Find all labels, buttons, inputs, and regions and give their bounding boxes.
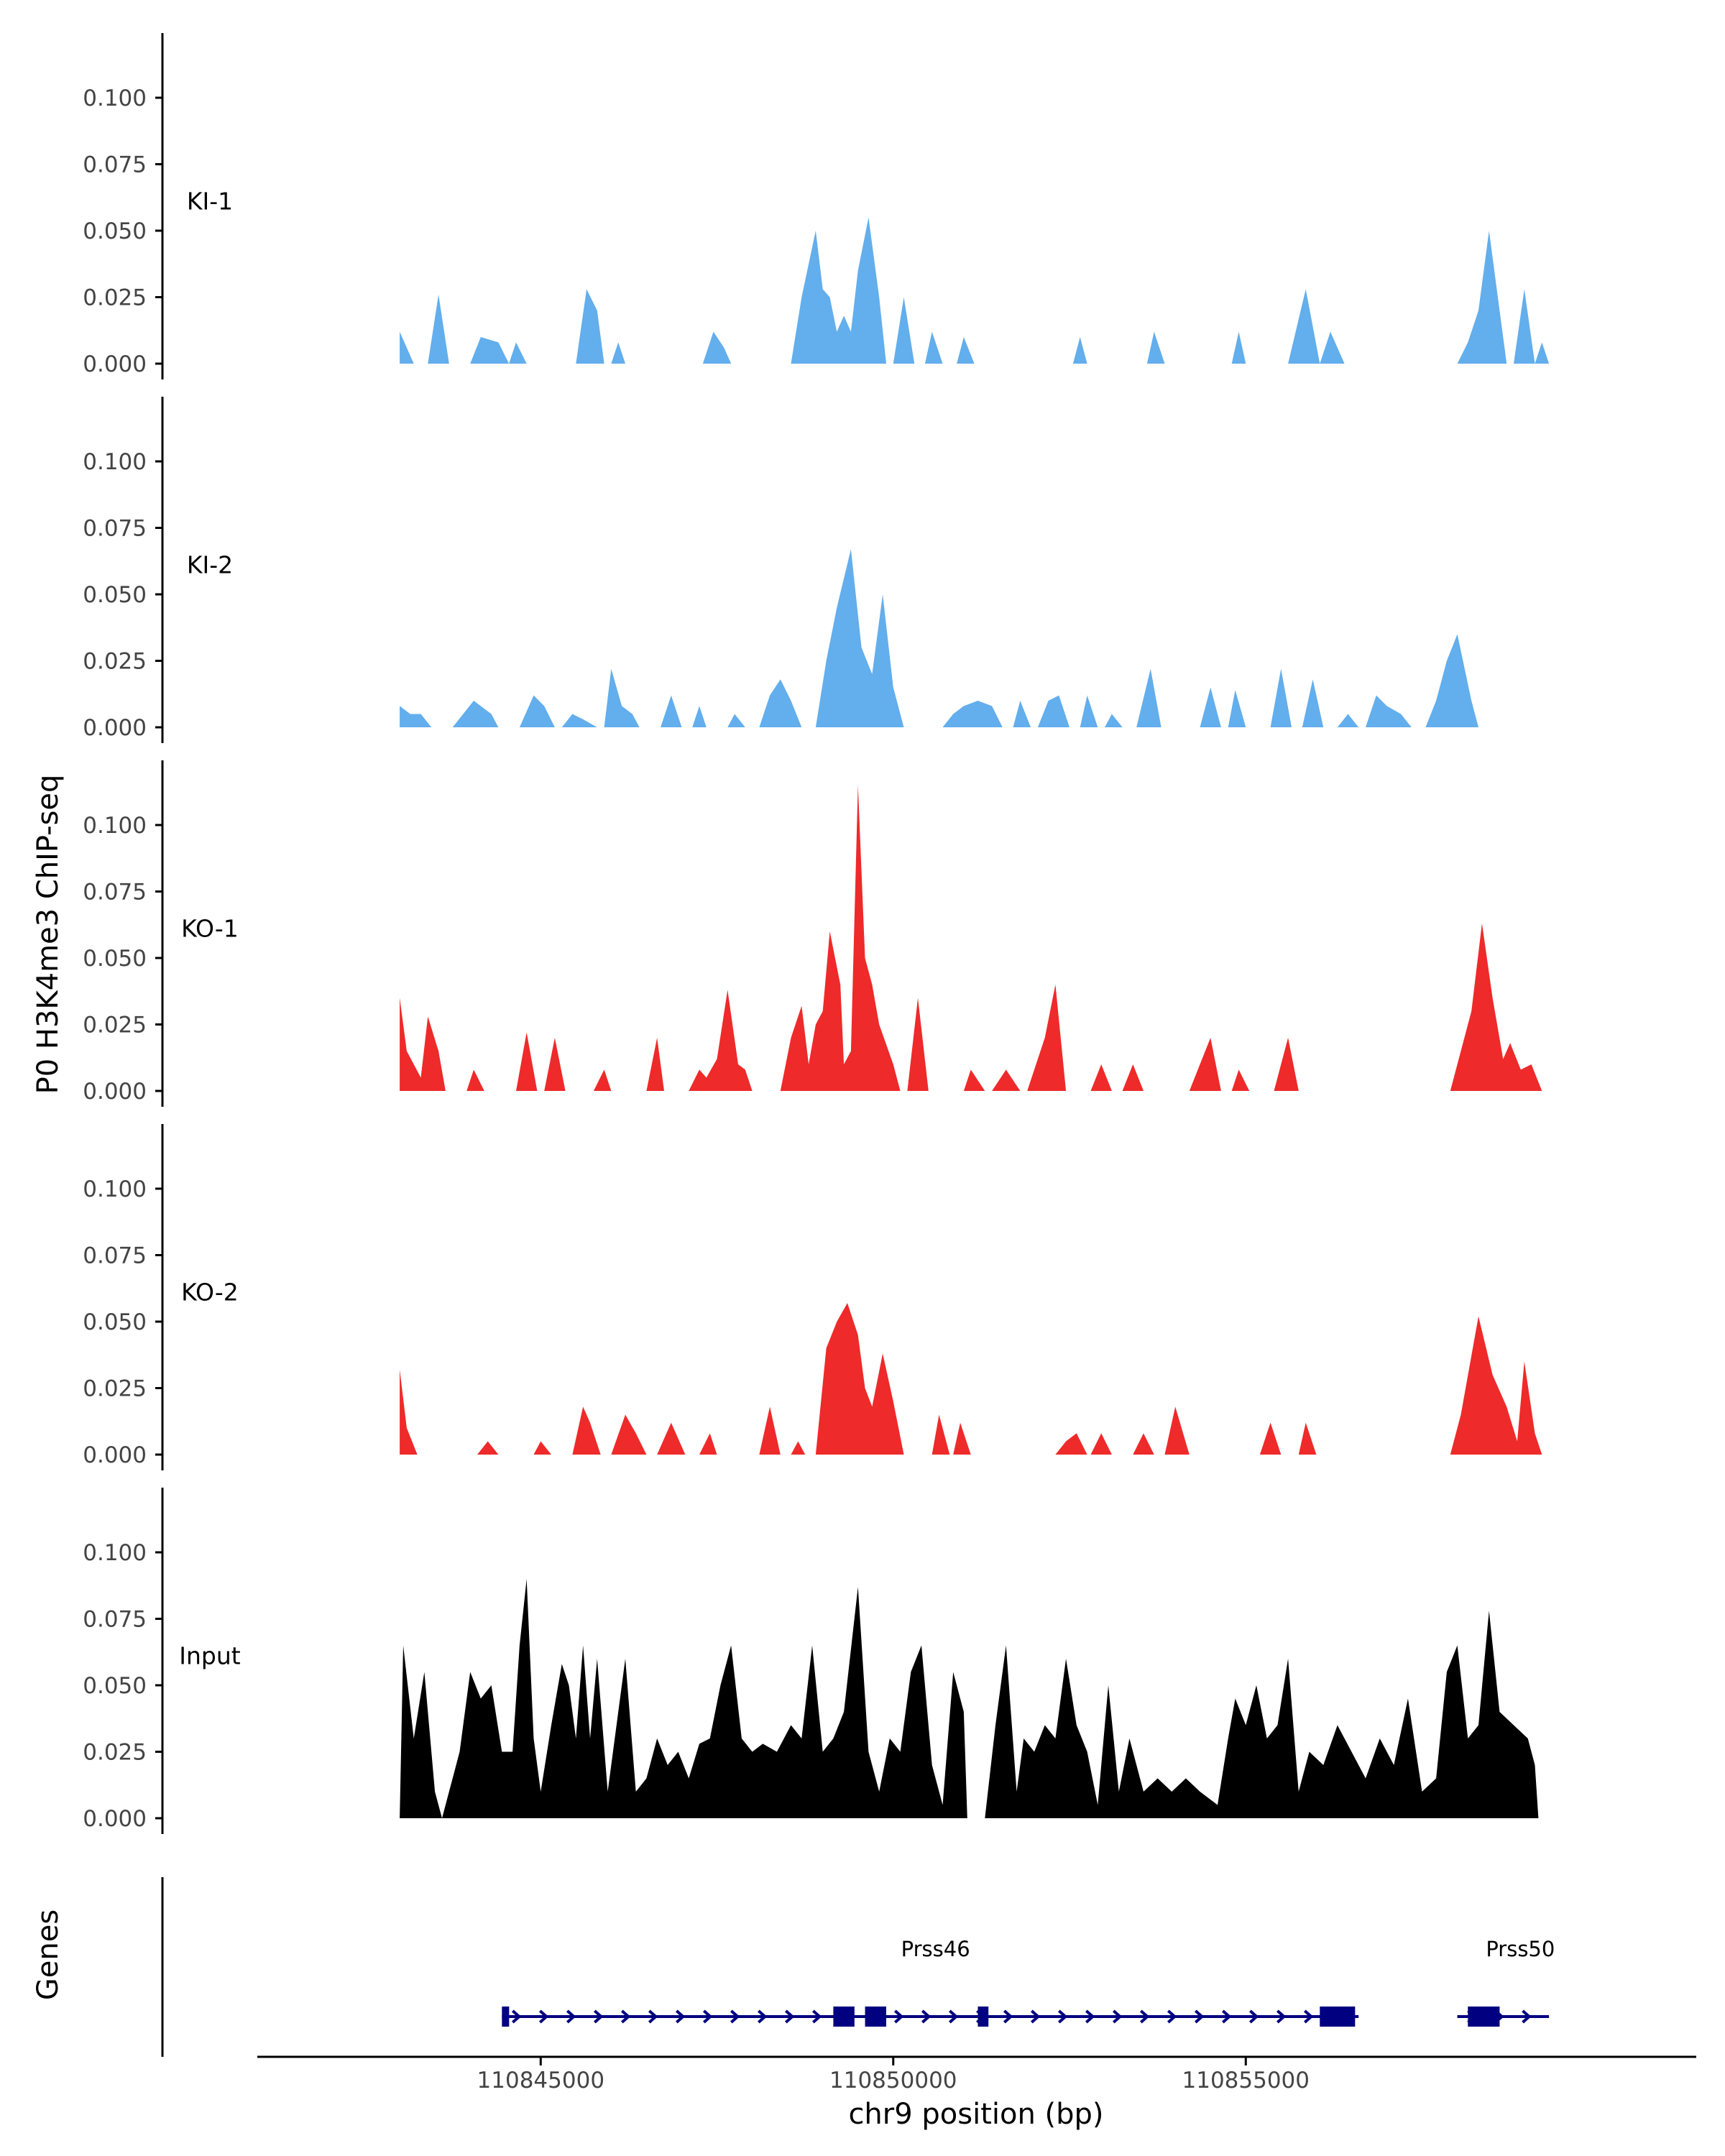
track-panel-ki-2: 0.000 0.025 0.050 0.075 0.100 KI-2 xyxy=(83,397,1478,743)
y-tick-label: 0.050 xyxy=(83,1673,147,1699)
gene-exon xyxy=(865,2007,886,2027)
gene-exon xyxy=(1320,2007,1356,2027)
coverage-tracks: 0.0000.0250.0500.0750.100KI-10.0000.0250… xyxy=(83,33,1550,1834)
strand-arrow-icon xyxy=(676,2009,686,2024)
strand-arrow-icon xyxy=(566,2009,576,2024)
y-tick-label: 0.050 xyxy=(83,1309,147,1335)
track-label: KI-1 xyxy=(187,187,233,215)
strand-arrow-icon xyxy=(703,2009,713,2024)
strand-arrow-icon xyxy=(894,2009,904,2024)
y-tick-label: 0.025 xyxy=(83,285,147,311)
gene-prss50: Prss50 xyxy=(1457,1937,1555,2027)
coverage-area-ki-1 xyxy=(400,217,1550,364)
track-label: KO-2 xyxy=(181,1278,239,1306)
y-tick-label: 0.050 xyxy=(83,582,147,608)
track-panel-ki-1: 0.000 0.025 0.050 0.075 0.100 KI-1 xyxy=(83,33,1550,379)
y-tick-label: 0.100 xyxy=(83,1176,147,1202)
strand-arrow-icon xyxy=(730,2009,740,2024)
strand-arrow-icon xyxy=(648,2009,658,2024)
x-axis: 110845000 110850000 110855000 xyxy=(257,2055,1696,2093)
strand-arrow-icon xyxy=(758,2009,768,2024)
track-panel-ko-1: 0.000 0.025 0.050 0.075 0.100 KO-1 xyxy=(83,760,1542,1107)
gene-exon xyxy=(978,2007,989,2027)
gene-label: Prss50 xyxy=(1486,1937,1555,1961)
y-tick-label: 0.025 xyxy=(83,1376,147,1402)
gene-label: Prss46 xyxy=(901,1937,970,1961)
strand-arrow-icon xyxy=(594,2009,604,2024)
y-tick-label: 0.025 xyxy=(83,649,147,675)
strand-arrow-icon xyxy=(1113,2009,1123,2024)
x-axis-title: chr9 position (bp) xyxy=(848,2098,1103,2131)
y-tick-label: 0.075 xyxy=(83,152,147,178)
y-tick-label: 0.075 xyxy=(83,516,147,542)
strand-arrow-icon xyxy=(621,2009,631,2024)
y-tick-label: 0.000 xyxy=(83,1442,147,1468)
coverage-area-input xyxy=(400,1579,1539,1818)
track-label: KO-1 xyxy=(181,914,239,942)
y-tick-label: 0.100 xyxy=(83,813,147,839)
gene-prss46: Prss46 xyxy=(502,1937,1359,2027)
strand-arrow-icon xyxy=(1140,2009,1150,2024)
y-tick-label: 0.000 xyxy=(83,351,147,377)
genes-panel-title: Genes xyxy=(32,1909,65,2000)
y-tick-label: 0.000 xyxy=(83,715,147,741)
y-tick-label: 0.075 xyxy=(83,880,147,906)
strand-arrow-icon xyxy=(1003,2009,1013,2024)
strand-arrow-icon xyxy=(1195,2009,1205,2024)
y-tick-label: 0.100 xyxy=(83,86,147,111)
track-label: KI-2 xyxy=(187,550,233,579)
x-tick-label: 110855000 xyxy=(1182,2068,1310,2093)
strand-arrow-icon xyxy=(1222,2009,1232,2024)
strand-arrow-icon xyxy=(1058,2009,1068,2024)
strand-arrow-icon xyxy=(1304,2009,1314,2024)
strand-arrow-icon xyxy=(1249,2009,1259,2024)
track-panel-input: 0.000 0.025 0.050 0.075 0.100 Input xyxy=(83,1488,1539,1834)
y-tick-label: 0.050 xyxy=(83,946,147,972)
y-tick-label: 0.025 xyxy=(83,1740,147,1766)
strand-arrow-icon xyxy=(949,2009,959,2024)
strand-arrow-icon xyxy=(785,2009,795,2024)
y-axis-title: P0 H3K4me3 ChIP-seq xyxy=(32,775,65,1095)
strand-arrow-icon xyxy=(512,2009,522,2024)
y-tick-label: 0.100 xyxy=(83,449,147,475)
strand-arrow-icon xyxy=(539,2009,549,2024)
strand-arrow-icon xyxy=(921,2009,932,2024)
strand-arrow-icon xyxy=(812,2009,822,2024)
gene-exon xyxy=(1468,2007,1500,2027)
strand-arrow-icon xyxy=(1522,2009,1532,2024)
strand-arrow-icon xyxy=(1031,2009,1041,2024)
x-tick-label: 110850000 xyxy=(829,2068,957,2093)
y-tick-label: 0.025 xyxy=(83,1013,147,1038)
gene-exon xyxy=(833,2007,855,2027)
strand-arrow-icon xyxy=(1276,2009,1287,2024)
gene-annotation-panel: Prss46 Prss50 xyxy=(161,1877,1555,2057)
y-tick-label: 0.000 xyxy=(83,1806,147,1832)
track-panel-ko-2: 0.000 0.025 0.050 0.075 0.100 KO-2 xyxy=(83,1124,1542,1470)
track-label: Input xyxy=(179,1641,241,1669)
y-tick-label: 0.075 xyxy=(83,1607,147,1633)
gene-exon xyxy=(502,2007,510,2027)
strand-arrow-icon xyxy=(1085,2009,1095,2024)
x-tick-label: 110845000 xyxy=(477,2068,605,2093)
y-tick-label: 0.075 xyxy=(83,1243,147,1269)
y-tick-label: 0.100 xyxy=(83,1540,147,1566)
y-tick-label: 0.050 xyxy=(83,218,147,244)
strand-arrow-icon xyxy=(1167,2009,1177,2024)
y-tick-label: 0.000 xyxy=(83,1079,147,1105)
